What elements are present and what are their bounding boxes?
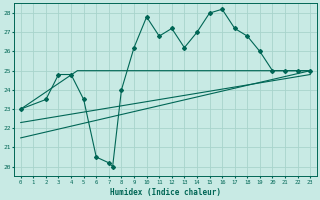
X-axis label: Humidex (Indice chaleur): Humidex (Indice chaleur) — [110, 188, 221, 197]
